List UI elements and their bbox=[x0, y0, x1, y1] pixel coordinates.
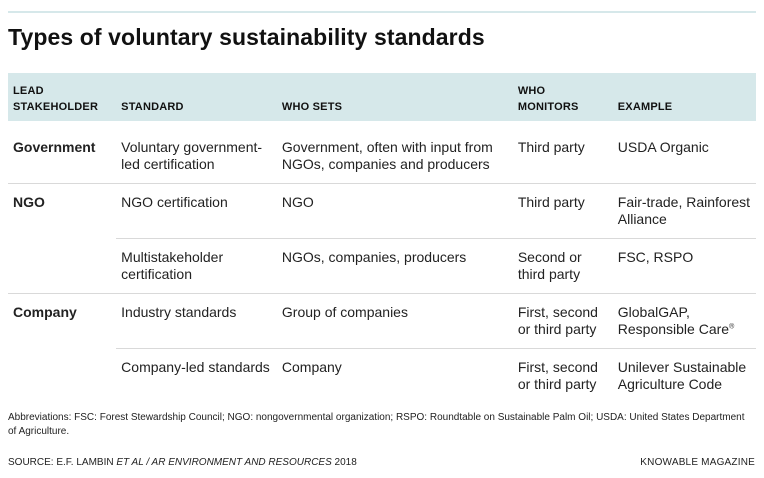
cell-standard: Industry standards bbox=[116, 292, 277, 348]
cell-example: FSC, RSPO bbox=[612, 237, 756, 293]
cell-who-sets: Government, often with input from NGOs, … bbox=[281, 139, 493, 172]
cell-standard: Voluntary government-led certification bbox=[121, 139, 263, 172]
table-row: Government Voluntary government-led cert… bbox=[8, 121, 756, 183]
cell-who-monitors: First, second or third party bbox=[512, 292, 613, 348]
cell-standard: NGO certification bbox=[116, 182, 277, 238]
registered-mark: ® bbox=[729, 322, 735, 330]
table-row: Company Industry standards Group of comp… bbox=[8, 292, 756, 348]
table-row: Multistakeholder certification NGOs, com… bbox=[8, 237, 756, 293]
source-prefix: SOURCE: E.F. LAMBIN bbox=[8, 457, 114, 468]
cell-who-monitors: Third party bbox=[517, 139, 585, 155]
top-rule bbox=[8, 11, 756, 13]
source-year: 2018 bbox=[334, 457, 357, 468]
header-who-sets: WHO SETS bbox=[276, 73, 513, 121]
cell-stakeholder: NGO bbox=[8, 182, 117, 238]
cell-who-monitors: Second or third party bbox=[512, 237, 613, 293]
cell-stakeholder bbox=[8, 348, 116, 403]
table-row: NGO NGO certification NGO Third party Fa… bbox=[8, 182, 756, 238]
publisher-credit: KNOWABLE MAGAZINE bbox=[640, 457, 755, 468]
table-header-row: LEAD STAKEHOLDER STANDARD WHO SETS WHO M… bbox=[8, 73, 756, 121]
standards-table: LEAD STAKEHOLDER STANDARD WHO SETS WHO M… bbox=[8, 73, 756, 403]
cell-who-sets: Company bbox=[276, 347, 513, 403]
cell-example: USDA Organic bbox=[617, 139, 709, 155]
source-credit: SOURCE: E.F. LAMBIN ET AL / AR ENVIRONME… bbox=[8, 457, 357, 468]
source-italic: ET AL / AR ENVIRONMENT AND RESOURCES bbox=[116, 457, 332, 468]
cell-stakeholder bbox=[8, 238, 116, 293]
header-lead-stakeholder: LEAD STAKEHOLDER bbox=[8, 73, 117, 121]
example-text: GlobalGAP, Responsible Care bbox=[617, 303, 730, 337]
cell-who-sets: NGOs, companies, producers bbox=[276, 237, 513, 293]
header-who-monitors: WHO MONITORS bbox=[512, 73, 613, 121]
abbreviations-note: Abbreviations: FSC: Forest Stewardship C… bbox=[8, 412, 745, 437]
header-example: EXAMPLE bbox=[612, 73, 756, 121]
cell-standard: Company-led standards bbox=[116, 347, 277, 403]
header-standard: STANDARD bbox=[116, 73, 277, 121]
table-row: Company-led standards Company First, sec… bbox=[8, 347, 756, 403]
cell-who-sets: NGO bbox=[276, 182, 513, 238]
cell-who-sets: Group of companies bbox=[276, 292, 513, 348]
cell-who-monitors: Third party bbox=[512, 182, 613, 238]
cell-example: Unilever Sustainable Agriculture Code bbox=[612, 347, 756, 403]
cell-stakeholder: Company bbox=[8, 292, 117, 348]
cell-standard: Multistakeholder certification bbox=[116, 237, 277, 293]
cell-example: GlobalGAP, Responsible Care® bbox=[612, 292, 756, 348]
cell-example: Fair-trade, Rainforest Alliance bbox=[612, 182, 756, 238]
cell-who-monitors: First, second or third party bbox=[512, 347, 613, 403]
page-title: Types of voluntary sustainability standa… bbox=[8, 24, 485, 50]
cell-stakeholder: Government bbox=[13, 139, 96, 155]
